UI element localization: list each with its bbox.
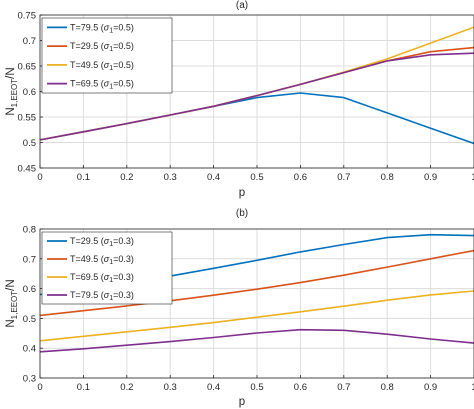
y-tick-label: 0.55	[18, 113, 37, 124]
legend-box	[41, 17, 173, 94]
x-tick-label: 0.6	[294, 172, 307, 183]
y-tick-label: 0.5	[23, 138, 36, 149]
series-line-4	[39, 52, 474, 141]
x-tick-label: 0.1	[77, 382, 90, 393]
panel-title: (a)	[236, 0, 248, 11]
x-axis-label: p	[239, 187, 245, 199]
y-tick-label: 0.3	[23, 374, 36, 385]
legend-label-4: T=69.5 (σ1=0.5)	[70, 79, 134, 91]
series-line-4	[39, 328, 474, 353]
x-tick-label: 0	[37, 172, 42, 183]
x-tick-label: 0.3	[164, 172, 177, 183]
y-tick-label: 0.45	[18, 164, 37, 175]
y-tick-label: 0.65	[18, 62, 37, 73]
y-tick-label: 0.75	[18, 11, 37, 22]
x-tick-label: 0.4	[207, 172, 220, 183]
x-tick-label: 0	[37, 382, 42, 393]
y-axis-label: N1,EEOT/N	[5, 279, 19, 327]
x-tick-label: 0.4	[207, 382, 220, 393]
panel-a: 0 0.1 0.2 0.3 0.4 0.5 0.6 0.7 0.8 0.9 1 0.45 0.5 0.55…	[5, 0, 474, 199]
x-tick-label: 0.6	[294, 382, 307, 393]
x-tick-label: 1	[471, 382, 474, 393]
x-tick-label: 0.2	[120, 382, 133, 393]
legend-label-2: T=29.5 (σ1=0.5)	[70, 41, 134, 53]
panel-title: (b)	[236, 208, 248, 219]
y-axis-label: N1,EEOT/N	[5, 67, 19, 115]
legend-label-4: T=79.5 (σ1=0.3)	[70, 290, 134, 302]
y-tick-label: 0.7	[23, 36, 36, 47]
y-tick-label: 0.8	[23, 225, 36, 236]
x-tick-label: 0.5	[250, 172, 263, 183]
x-tick-label: 0.2	[120, 172, 133, 183]
panel-b: 0 0.1 0.2 0.3 0.4 0.5 0.6 0.7 0.8 0.9 1 0.3 0.4 0.5 0.…	[5, 208, 474, 408]
y-tick-label: 0.6	[23, 87, 36, 98]
legend-label-1: T=29.5 (σ1=0.3)	[70, 236, 134, 248]
x-tick-label: 0.7	[337, 172, 350, 183]
x-tick-label: 0.8	[381, 382, 394, 393]
legend-label-1: T=79.5 (σ1=0.5)	[70, 22, 134, 34]
y-tick-label: 0.7	[23, 254, 36, 265]
x-tick-label: 0.5	[250, 382, 263, 393]
series-line-3	[39, 290, 474, 342]
legend-box	[41, 231, 173, 305]
x-tick-label: 0.9	[424, 172, 437, 183]
legend-label-3: T=49.5 (σ1=0.5)	[70, 60, 134, 72]
y-tick-label: 0.4	[23, 344, 36, 355]
x-axis-label: p	[239, 396, 245, 408]
x-tick-label: 0.7	[337, 382, 350, 393]
x-tick-label: 0.9	[424, 382, 437, 393]
y-tick-label: 0.6	[23, 284, 36, 295]
y-tick-label: 0.5	[23, 314, 36, 325]
x-tick-label: 0.1	[77, 172, 90, 183]
legend-label-2: T=49.5 (σ1=0.3)	[70, 254, 134, 266]
x-tick-label: 1	[471, 172, 474, 183]
legend-label-3: T=69.5 (σ1=0.3)	[70, 272, 134, 284]
x-tick-label: 0.3	[164, 382, 177, 393]
x-tick-label: 0.8	[381, 172, 394, 183]
series-line-2	[39, 249, 474, 317]
